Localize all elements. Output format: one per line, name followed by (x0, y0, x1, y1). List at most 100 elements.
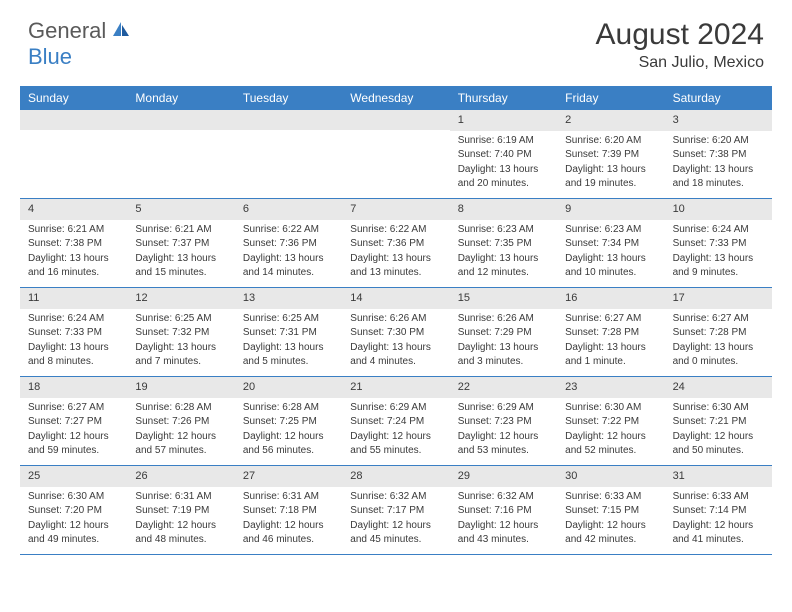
day-cell: 2Sunrise: 6:20 AMSunset: 7:39 PMDaylight… (557, 110, 664, 198)
day-cell: 15Sunrise: 6:26 AMSunset: 7:29 PMDayligh… (450, 288, 557, 376)
day-body: Sunrise: 6:28 AMSunset: 7:26 PMDaylight:… (127, 398, 234, 465)
header: General August 2024 San Julio, Mexico (0, 0, 792, 80)
daylight-line2: and 53 minutes. (458, 444, 549, 458)
daylight-line2: and 14 minutes. (243, 266, 334, 280)
sunset-text: Sunset: 7:14 PM (673, 504, 764, 518)
day-number: 4 (20, 199, 127, 220)
daylight-line2: and 8 minutes. (28, 355, 119, 369)
sunrise-text: Sunrise: 6:22 AM (243, 223, 334, 237)
day-number: 7 (342, 199, 449, 220)
week-row: 4Sunrise: 6:21 AMSunset: 7:38 PMDaylight… (20, 199, 772, 288)
day-number: 8 (450, 199, 557, 220)
sunrise-text: Sunrise: 6:32 AM (458, 490, 549, 504)
day-body: Sunrise: 6:30 AMSunset: 7:21 PMDaylight:… (665, 398, 772, 465)
empty-day-bar (235, 110, 342, 130)
sunrise-text: Sunrise: 6:30 AM (673, 401, 764, 415)
location: San Julio, Mexico (596, 54, 764, 72)
day-number: 9 (557, 199, 664, 220)
empty-day-bar (20, 110, 127, 130)
day-body: Sunrise: 6:31 AMSunset: 7:18 PMDaylight:… (235, 487, 342, 554)
daylight-line2: and 15 minutes. (135, 266, 226, 280)
sunset-text: Sunset: 7:16 PM (458, 504, 549, 518)
sunrise-text: Sunrise: 6:31 AM (243, 490, 334, 504)
sunset-text: Sunset: 7:32 PM (135, 326, 226, 340)
logo-text-blue: Blue (28, 44, 72, 69)
daylight-line1: Daylight: 13 hours (135, 252, 226, 266)
day-number: 10 (665, 199, 772, 220)
day-number: 12 (127, 288, 234, 309)
daylight-line1: Daylight: 12 hours (565, 519, 656, 533)
daylight-line1: Daylight: 12 hours (458, 430, 549, 444)
daylight-line2: and 50 minutes. (673, 444, 764, 458)
sunset-text: Sunset: 7:17 PM (350, 504, 441, 518)
calendar: SundayMondayTuesdayWednesdayThursdayFrid… (20, 86, 772, 555)
daylight-line1: Daylight: 13 hours (135, 341, 226, 355)
day-cell: 7Sunrise: 6:22 AMSunset: 7:36 PMDaylight… (342, 199, 449, 287)
daylight-line2: and 12 minutes. (458, 266, 549, 280)
day-body: Sunrise: 6:32 AMSunset: 7:16 PMDaylight:… (450, 487, 557, 554)
daylight-line2: and 52 minutes. (565, 444, 656, 458)
daylight-line1: Daylight: 13 hours (673, 163, 764, 177)
day-cell: 3Sunrise: 6:20 AMSunset: 7:38 PMDaylight… (665, 110, 772, 198)
daylight-line1: Daylight: 12 hours (350, 519, 441, 533)
sunrise-text: Sunrise: 6:20 AM (565, 134, 656, 148)
sunset-text: Sunset: 7:37 PM (135, 237, 226, 251)
daylight-line1: Daylight: 13 hours (458, 252, 549, 266)
day-cell: 24Sunrise: 6:30 AMSunset: 7:21 PMDayligh… (665, 377, 772, 465)
week-row: 25Sunrise: 6:30 AMSunset: 7:20 PMDayligh… (20, 466, 772, 555)
daylight-line1: Daylight: 12 hours (350, 430, 441, 444)
daylight-line2: and 10 minutes. (565, 266, 656, 280)
daylight-line1: Daylight: 12 hours (28, 519, 119, 533)
day-number: 28 (342, 466, 449, 487)
sunrise-text: Sunrise: 6:23 AM (565, 223, 656, 237)
sunset-text: Sunset: 7:22 PM (565, 415, 656, 429)
daylight-line1: Daylight: 12 hours (673, 430, 764, 444)
day-cell: 1Sunrise: 6:19 AMSunset: 7:40 PMDaylight… (450, 110, 557, 198)
day-cell: 17Sunrise: 6:27 AMSunset: 7:28 PMDayligh… (665, 288, 772, 376)
day-number: 22 (450, 377, 557, 398)
sunrise-text: Sunrise: 6:21 AM (135, 223, 226, 237)
day-number: 23 (557, 377, 664, 398)
day-cell (342, 110, 449, 198)
sunrise-text: Sunrise: 6:31 AM (135, 490, 226, 504)
day-cell: 29Sunrise: 6:32 AMSunset: 7:16 PMDayligh… (450, 466, 557, 554)
daylight-line1: Daylight: 13 hours (28, 341, 119, 355)
sunrise-text: Sunrise: 6:22 AM (350, 223, 441, 237)
day-cell: 19Sunrise: 6:28 AMSunset: 7:26 PMDayligh… (127, 377, 234, 465)
daylight-line1: Daylight: 13 hours (458, 163, 549, 177)
daylight-line1: Daylight: 12 hours (135, 430, 226, 444)
day-cell: 22Sunrise: 6:29 AMSunset: 7:23 PMDayligh… (450, 377, 557, 465)
day-number: 26 (127, 466, 234, 487)
daylight-line1: Daylight: 13 hours (673, 252, 764, 266)
sunrise-text: Sunrise: 6:24 AM (673, 223, 764, 237)
day-body: Sunrise: 6:26 AMSunset: 7:30 PMDaylight:… (342, 309, 449, 376)
daylight-line2: and 59 minutes. (28, 444, 119, 458)
daylight-line2: and 3 minutes. (458, 355, 549, 369)
daylight-line1: Daylight: 12 hours (243, 519, 334, 533)
day-body: Sunrise: 6:19 AMSunset: 7:40 PMDaylight:… (450, 131, 557, 198)
day-cell: 25Sunrise: 6:30 AMSunset: 7:20 PMDayligh… (20, 466, 127, 554)
day-number: 30 (557, 466, 664, 487)
day-number: 31 (665, 466, 772, 487)
sunset-text: Sunset: 7:23 PM (458, 415, 549, 429)
sunrise-text: Sunrise: 6:28 AM (243, 401, 334, 415)
day-number: 29 (450, 466, 557, 487)
day-number: 15 (450, 288, 557, 309)
day-cell: 28Sunrise: 6:32 AMSunset: 7:17 PMDayligh… (342, 466, 449, 554)
day-body: Sunrise: 6:27 AMSunset: 7:27 PMDaylight:… (20, 398, 127, 465)
empty-day-bar (127, 110, 234, 130)
daylight-line2: and 5 minutes. (243, 355, 334, 369)
sunset-text: Sunset: 7:28 PM (673, 326, 764, 340)
daylight-line2: and 9 minutes. (673, 266, 764, 280)
daylight-line2: and 57 minutes. (135, 444, 226, 458)
sunrise-text: Sunrise: 6:23 AM (458, 223, 549, 237)
daylight-line2: and 42 minutes. (565, 533, 656, 547)
day-cell: 12Sunrise: 6:25 AMSunset: 7:32 PMDayligh… (127, 288, 234, 376)
logo-text-general: General (28, 18, 106, 44)
day-number: 18 (20, 377, 127, 398)
daylight-line2: and 41 minutes. (673, 533, 764, 547)
day-body: Sunrise: 6:27 AMSunset: 7:28 PMDaylight:… (557, 309, 664, 376)
day-body: Sunrise: 6:33 AMSunset: 7:15 PMDaylight:… (557, 487, 664, 554)
sunrise-text: Sunrise: 6:27 AM (28, 401, 119, 415)
day-cell: 8Sunrise: 6:23 AMSunset: 7:35 PMDaylight… (450, 199, 557, 287)
